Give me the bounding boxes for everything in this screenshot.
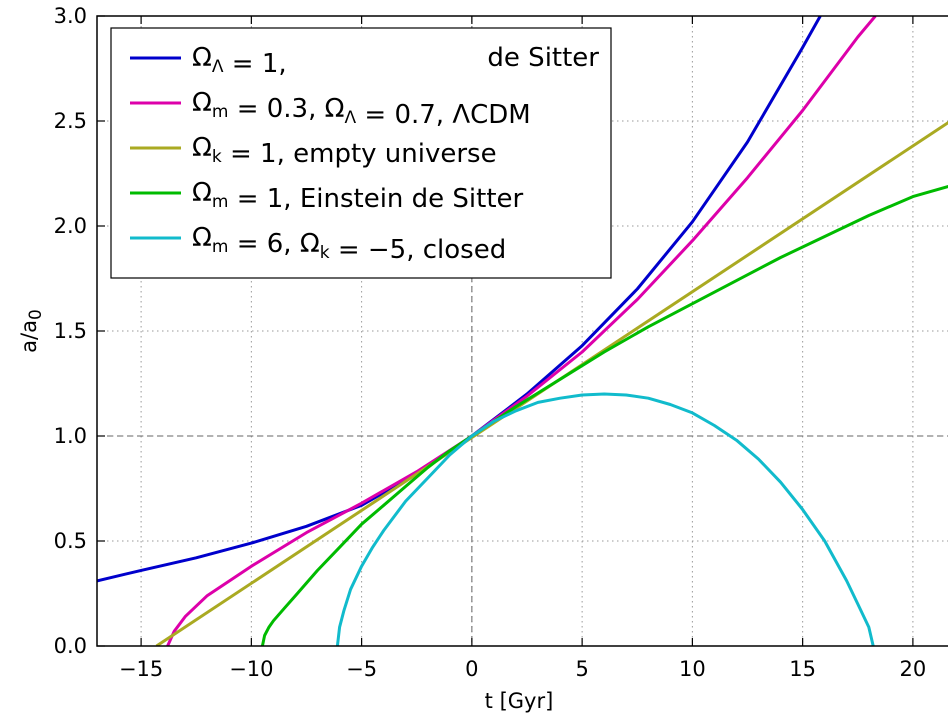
x-tick-label: −5 xyxy=(346,657,377,681)
x-tick-label: −10 xyxy=(229,657,273,681)
legend-label-4: Ωm = 1, Einstein de Sitter xyxy=(192,178,524,214)
y-axis-label: a/a0 xyxy=(17,309,46,353)
legend: ΩΛ = 1, de Sitter Ωm = 0.3, ΩΛ = 0.7, ΛCDM… xyxy=(110,27,612,279)
x-tick-label: −15 xyxy=(119,657,163,681)
axis-ticks: −15 −10 −5 0 5 10 15 20 0.0 0.5 1.0 1.5 2.0 2.5 3.0 xyxy=(54,4,927,681)
x-tick-label: 15 xyxy=(789,657,816,681)
x-tick-label: 20 xyxy=(900,657,927,681)
x-tick-label: 10 xyxy=(679,657,706,681)
series-line-5 xyxy=(335,392,875,646)
y-tick-label: 1.5 xyxy=(54,319,87,343)
x-axis-label: t [Gyr] xyxy=(485,689,554,713)
y-tick-label: 0.5 xyxy=(54,529,87,553)
series-lines xyxy=(97,16,948,646)
legend-label-2: Ωm = 0.3, ΩΛ = 0.7, ΛCDM xyxy=(192,88,531,130)
y-tick-label: 3.0 xyxy=(54,4,87,28)
legend-label-suffix-1: de Sitter xyxy=(487,43,599,73)
legend-label-5: Ωm = 6, Ωk = −5, closed xyxy=(192,223,506,265)
y-tick-label: 1.0 xyxy=(54,424,87,448)
legend-label-1: ΩΛ = 1, xyxy=(192,43,287,79)
y-tick-label: 2.0 xyxy=(54,214,87,238)
y-tick-label: 2.5 xyxy=(54,109,87,133)
x-tick-label: 5 xyxy=(575,657,588,681)
legend-box xyxy=(110,27,612,279)
legend-label-3: Ωk = 1, empty universe xyxy=(192,133,497,169)
series-line-4 xyxy=(260,185,948,646)
y-tick-label: 0.0 xyxy=(54,634,87,658)
x-tick-label: 0 xyxy=(465,657,478,681)
